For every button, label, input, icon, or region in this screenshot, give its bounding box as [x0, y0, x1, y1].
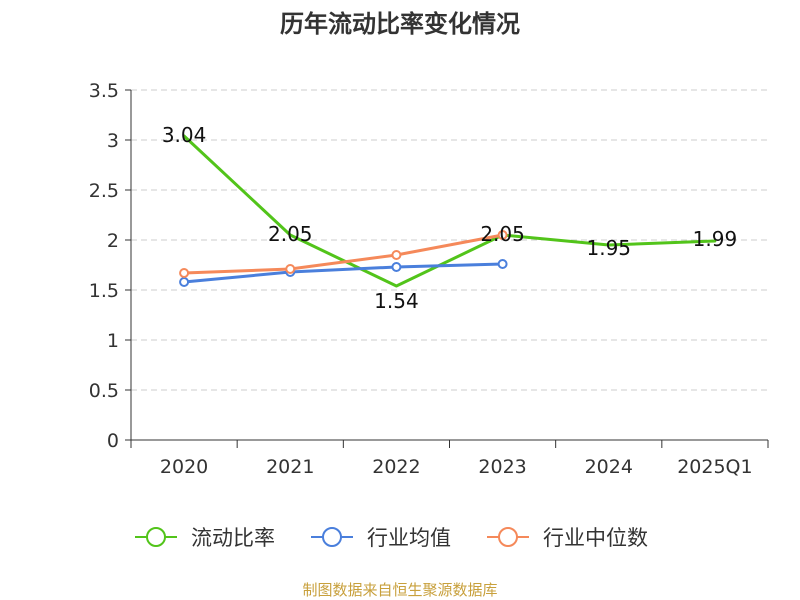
chart-title: 历年流动比率变化情况 [280, 10, 520, 38]
y-tick-label: 0 [107, 430, 119, 452]
y-tick-label: 1 [107, 330, 119, 352]
series-point-1 [179, 277, 190, 287]
data-label: 1.95 [586, 236, 631, 260]
x-tick-label: 2021 [266, 456, 314, 478]
series-point-2 [497, 230, 508, 240]
data-label: 1.54 [374, 289, 419, 313]
data-label: 1.99 [693, 227, 738, 251]
y-tick-label: 1.5 [89, 280, 119, 302]
x-tick-label: 2022 [372, 456, 420, 478]
x-tick-label: 2023 [478, 456, 526, 478]
legend-marker [322, 527, 342, 547]
axes: 0 0.5 1 1.5 2 2.5 3 3.5 2020 2021 2022 2023 2024 2025… [89, 80, 769, 478]
series-line-2 [182, 233, 505, 275]
series-point-2 [391, 250, 402, 260]
grid-lines [131, 89, 768, 391]
x-tick-label: 2025Q1 [677, 456, 752, 478]
y-tick-label: 0.5 [89, 380, 119, 402]
y-tick-label: 2 [107, 230, 119, 252]
data-label: 3.04 [162, 123, 207, 147]
series-point-2 [285, 264, 296, 274]
data-labels: 3.04 2.05 1.54 2.05 1.95 1.99 [162, 123, 737, 313]
legend-label: 流动比率 [191, 526, 275, 550]
data-label: 2.05 [480, 222, 525, 246]
legend: 流动比率 行业均值 行业中位数 [135, 526, 648, 550]
series-line-1 [182, 262, 505, 284]
legend-label: 行业中位数 [543, 526, 648, 550]
data-label: 2.05 [268, 222, 313, 246]
series-point-2 [179, 268, 190, 278]
y-tick-label: 3 [107, 130, 119, 152]
legend-marker [146, 527, 166, 547]
series-point-1 [391, 262, 402, 272]
x-tick-label: 2020 [160, 456, 208, 478]
series-point-1 [497, 259, 508, 269]
y-tick-label: 2.5 [89, 180, 119, 202]
series-line-0 [182, 134, 717, 288]
legend-label: 行业均值 [367, 526, 451, 550]
x-tick-label: 2024 [585, 456, 633, 478]
y-tick-label: 3.5 [89, 80, 119, 102]
series [179, 134, 717, 288]
source-note: 制图数据来自恒生聚源数据库 [302, 581, 497, 599]
legend-marker [498, 527, 518, 547]
